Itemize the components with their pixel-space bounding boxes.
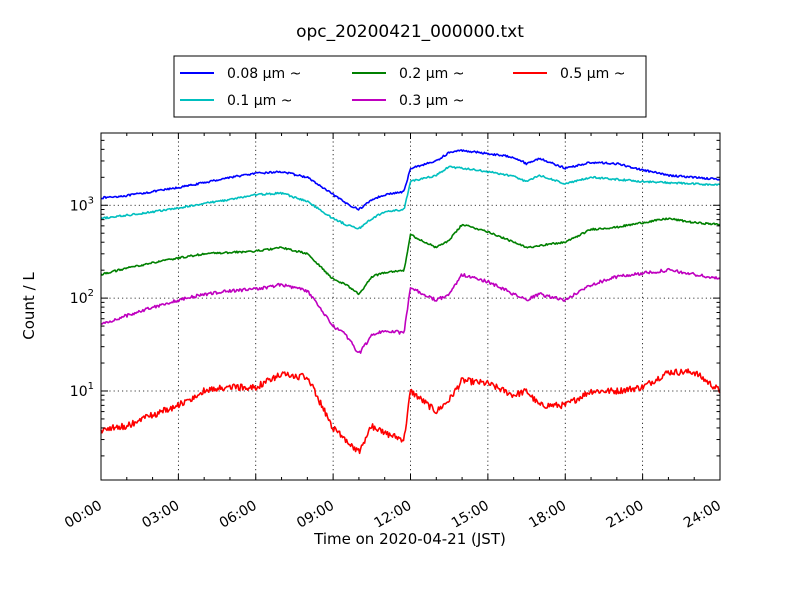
y-tick-label: 102	[70, 288, 94, 307]
y-axis-label: Count / L	[20, 272, 38, 340]
series-line-4	[101, 267, 721, 354]
series-line-2	[100, 165, 721, 230]
series-line-1	[101, 149, 721, 211]
series-line-5	[100, 368, 721, 455]
y-tick-label: 101	[70, 381, 94, 400]
legend-items: 0.08 μm ~ 0.1 μm ~ 0.2 μm ~ 0.3 μm ~ 0.5 μm …	[180, 66, 625, 109]
chart-title: opc_20200421_000000.txt	[296, 22, 524, 42]
x-axis-label: Time on 2020-04-21 (JST)	[313, 530, 506, 548]
y-tick-label: 103	[70, 195, 94, 214]
y-tick-labels: 101 102 103	[70, 195, 94, 400]
legend: 0.08 μm ~ 0.1 μm ~ 0.2 μm ~ 0.3 μm ~ 0.5 μm …	[173, 55, 647, 118]
axis-ticks	[100, 132, 721, 480]
series-line-3	[100, 217, 721, 296]
legend-label-4: 0.3 μm ~	[399, 93, 464, 109]
legend-label-1: 0.08 μm ~	[227, 66, 301, 82]
legend-label-3: 0.2 μm ~	[399, 66, 464, 82]
legend-label-5: 0.5 μm ~	[560, 66, 625, 82]
series-lines	[100, 149, 721, 455]
legend-label-2: 0.1 μm ~	[227, 93, 292, 109]
legend-box	[173, 55, 647, 118]
